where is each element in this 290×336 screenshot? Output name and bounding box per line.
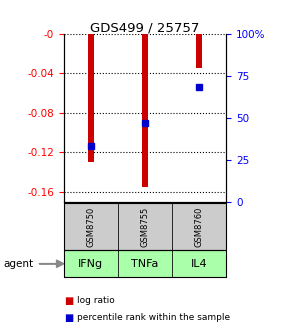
Text: GSM8750: GSM8750 [86, 207, 95, 247]
Text: IL4: IL4 [191, 259, 207, 269]
Text: agent: agent [3, 259, 33, 269]
Text: GDS499 / 25757: GDS499 / 25757 [90, 22, 200, 35]
Text: ■: ■ [64, 312, 73, 323]
Text: GSM8755: GSM8755 [140, 207, 150, 247]
Text: GSM8760: GSM8760 [195, 207, 204, 247]
Bar [142, 34, 148, 187]
Text: IFNg: IFNg [78, 259, 104, 269]
Text: log ratio: log ratio [77, 296, 115, 305]
Bar [196, 34, 202, 68]
Text: ■: ■ [64, 296, 73, 306]
Text: TNFa: TNFa [131, 259, 159, 269]
Bar [88, 34, 94, 162]
Text: percentile rank within the sample: percentile rank within the sample [77, 313, 230, 322]
